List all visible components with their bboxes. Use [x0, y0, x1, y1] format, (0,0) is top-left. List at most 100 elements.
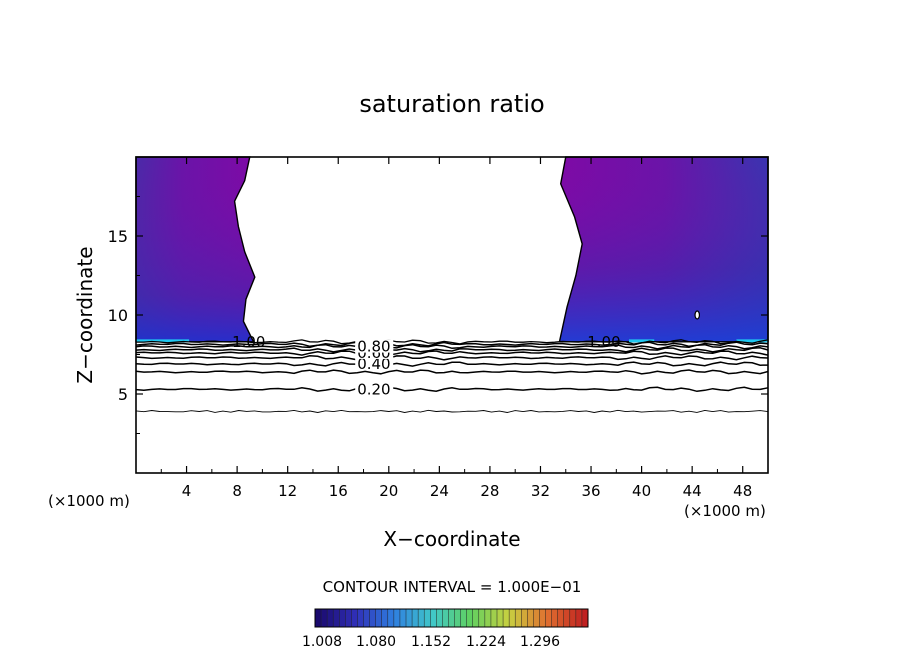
contour-lines — [135, 339, 769, 413]
colorbar-tick-label: 1.296 — [520, 634, 560, 650]
colorbar-segment — [527, 609, 534, 627]
colorbar-segment — [484, 609, 492, 627]
contour-line-0-9 — [135, 341, 769, 348]
contour-line-0-2 — [135, 386, 769, 393]
x-axis-label: X−coordinate — [383, 527, 520, 551]
colorbar-segment — [375, 609, 383, 627]
colorbar-segment — [387, 609, 395, 627]
colorbar-segment — [321, 609, 328, 627]
colorbar-segment — [454, 609, 462, 627]
contour-line-1 — [136, 339, 769, 345]
y-tick-label: 5 — [118, 385, 128, 404]
colorbar-segment — [357, 609, 365, 627]
colorbar-segment — [424, 609, 431, 627]
colorbar-segment — [393, 609, 401, 627]
x-tick-label: 20 — [379, 482, 398, 500]
x-tick-label: 16 — [329, 482, 348, 500]
colorbar-segment — [533, 609, 540, 627]
colorbar-segment — [412, 609, 419, 627]
colorbar-segment — [539, 609, 547, 627]
colorbar-segment — [551, 609, 559, 627]
colorbar-segment — [430, 609, 437, 627]
colorbar-segment — [575, 609, 583, 627]
colorbar-segment — [333, 609, 340, 627]
colorbar-tick-label: 1.008 — [302, 634, 342, 650]
contour-line-0-6 — [135, 350, 769, 356]
contour-line-lower — [135, 409, 769, 413]
colorbar-tick-label: 1.224 — [466, 634, 506, 650]
colorbar-segment — [497, 609, 504, 627]
contour-label: 0.20 — [357, 380, 390, 398]
left-region-shading — [136, 157, 255, 342]
colorbar-segment — [521, 609, 528, 627]
colorbar-segment — [345, 609, 352, 627]
colorbar-segment — [448, 609, 456, 627]
colorbar-segment — [418, 609, 425, 627]
colorbar — [314, 608, 589, 628]
x-axis-ticks: 4 8 12 16 20 24 28 32 36 40 44 48 — [160, 157, 752, 500]
x-tick-label: 36 — [581, 482, 600, 500]
colorbar-segment — [399, 609, 407, 627]
colorbar-segment — [515, 609, 522, 627]
colorbar-tick-label: 1.080 — [356, 634, 396, 650]
contour-label-mask — [355, 382, 394, 396]
colorbar-segment — [327, 609, 334, 627]
colorbar-segment — [381, 609, 389, 627]
colorbar-segment — [581, 609, 589, 627]
colorbar-segment — [509, 609, 516, 627]
colorbar-segment — [503, 609, 510, 627]
colorbar-segment — [545, 609, 553, 627]
x-unit-left: (×1000 m) — [48, 492, 130, 510]
colorbar-segment — [460, 609, 468, 627]
supersaturated-regions — [135, 156, 769, 343]
y-axis-ticks: 5 10 15 — [108, 196, 768, 434]
x-tick-label: 32 — [531, 482, 550, 500]
contour-interval-label: CONTOUR INTERVAL = 1.000E−01 — [323, 578, 582, 596]
colorbar-segment — [569, 609, 577, 627]
colorbar-segment — [351, 609, 358, 627]
y-axis-label: Z−coordinate — [73, 246, 97, 383]
colorbar-segment — [557, 609, 565, 627]
colorbar-segment — [466, 609, 474, 627]
colorbar-segment — [563, 609, 571, 627]
colorbar-segment — [442, 609, 449, 627]
x-tick-label: 8 — [232, 482, 242, 500]
colorbar-tick-label: 1.152 — [411, 634, 451, 650]
contour-line-0-8 — [135, 343, 769, 350]
colorbar-segment — [472, 609, 480, 627]
y-tick-label: 15 — [108, 227, 128, 246]
x-tick-label: 4 — [182, 482, 192, 500]
chart-title: saturation ratio — [359, 90, 544, 118]
x-unit-right: (×1000 m) — [684, 502, 766, 520]
contour-line-0-3 — [135, 369, 769, 375]
x-tick-label: 12 — [278, 482, 297, 500]
contour-line-0-4 — [135, 361, 769, 367]
colorbar-segment — [363, 609, 371, 627]
contour-line-0-7 — [135, 347, 769, 353]
small-cell-contour — [694, 310, 701, 320]
contour-label: 0.40 — [357, 355, 390, 373]
contour-label-mask — [355, 356, 394, 370]
y-tick-label: 10 — [108, 306, 128, 325]
contour-label-mask — [355, 339, 394, 353]
contour-line-0-5 — [135, 355, 769, 361]
colorbar-frame — [314, 608, 589, 628]
colorbar-segment — [315, 609, 322, 627]
colorbar-segment — [339, 609, 346, 627]
contour-label: 1.00 — [232, 333, 265, 351]
colorbar-segment — [478, 609, 486, 627]
contour-label: 0.80 — [357, 338, 390, 356]
contour-label: 1.00 — [587, 333, 620, 351]
colorbar-segment — [406, 609, 413, 627]
x-tick-label: 48 — [733, 482, 752, 500]
x-tick-label: 40 — [632, 482, 651, 500]
right-region-shading — [559, 157, 768, 342]
colorbar-segment — [490, 609, 498, 627]
x-tick-label: 28 — [480, 482, 499, 500]
contour-labels: 0.200.400.600.801.00 1.00 — [232, 333, 621, 398]
x-tick-label: 44 — [683, 482, 702, 500]
x-tick-label: 24 — [430, 482, 449, 500]
colorbar-tick-labels: 1.008 1.080 1.152 1.224 1.296 — [302, 634, 560, 650]
colorbar-segment — [369, 609, 377, 627]
